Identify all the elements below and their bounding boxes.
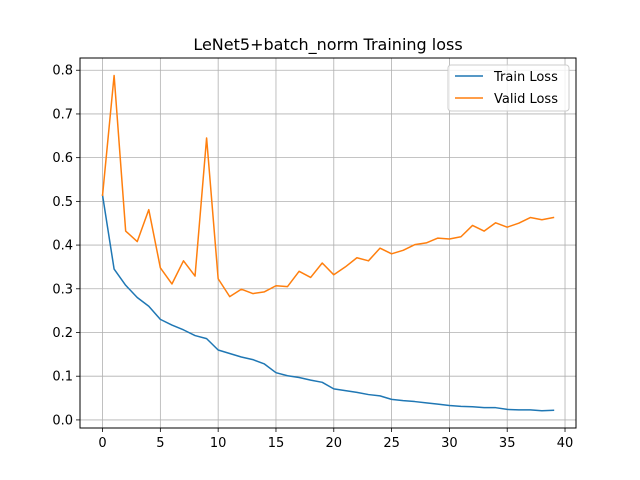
series-line-train-loss (101, 194, 555, 412)
plot-frame (79, 57, 577, 429)
y-tick-label: 0.2 (52, 326, 73, 341)
x-tick-label: 20 (326, 436, 343, 451)
x-tick-label: 40 (557, 436, 574, 451)
series-line-valid-loss (101, 74, 555, 298)
x-tick-label: 25 (383, 436, 400, 451)
legend-label-valid-loss: Valid Loss (494, 92, 558, 107)
x-tick-label: 35 (499, 436, 516, 451)
y-tick-label: 0.1 (52, 370, 73, 385)
x-tick-label: 15 (268, 436, 285, 451)
y-tick-label: 0.4 (52, 239, 73, 254)
x-tick-label: 5 (156, 436, 164, 451)
series-lines (101, 74, 555, 412)
grid (80, 58, 576, 428)
y-tick-label: 0.5 (52, 195, 73, 210)
x-tick-label: 0 (98, 436, 106, 451)
legend-label-train-loss: Train Loss (493, 70, 558, 85)
chart-title: LeNet5+batch_norm Training loss (193, 35, 462, 55)
legend: Train Loss Valid Loss (447, 64, 570, 112)
y-tick-label: 0.8 (52, 64, 73, 79)
y-tick-label: 0.7 (52, 107, 73, 122)
y-tick-label: 0.6 (52, 151, 73, 166)
axis-ticks: 0 5 10 15 20 25 30 35 40 0.0 0.1 0.2 0.3 0.4 0.5 0.6 0.7… (52, 64, 573, 451)
y-tick-label: 0.3 (52, 282, 73, 297)
y-tick-label: 0.0 (52, 413, 73, 428)
x-tick-label: 30 (441, 436, 458, 451)
x-tick-label: 10 (210, 436, 227, 451)
